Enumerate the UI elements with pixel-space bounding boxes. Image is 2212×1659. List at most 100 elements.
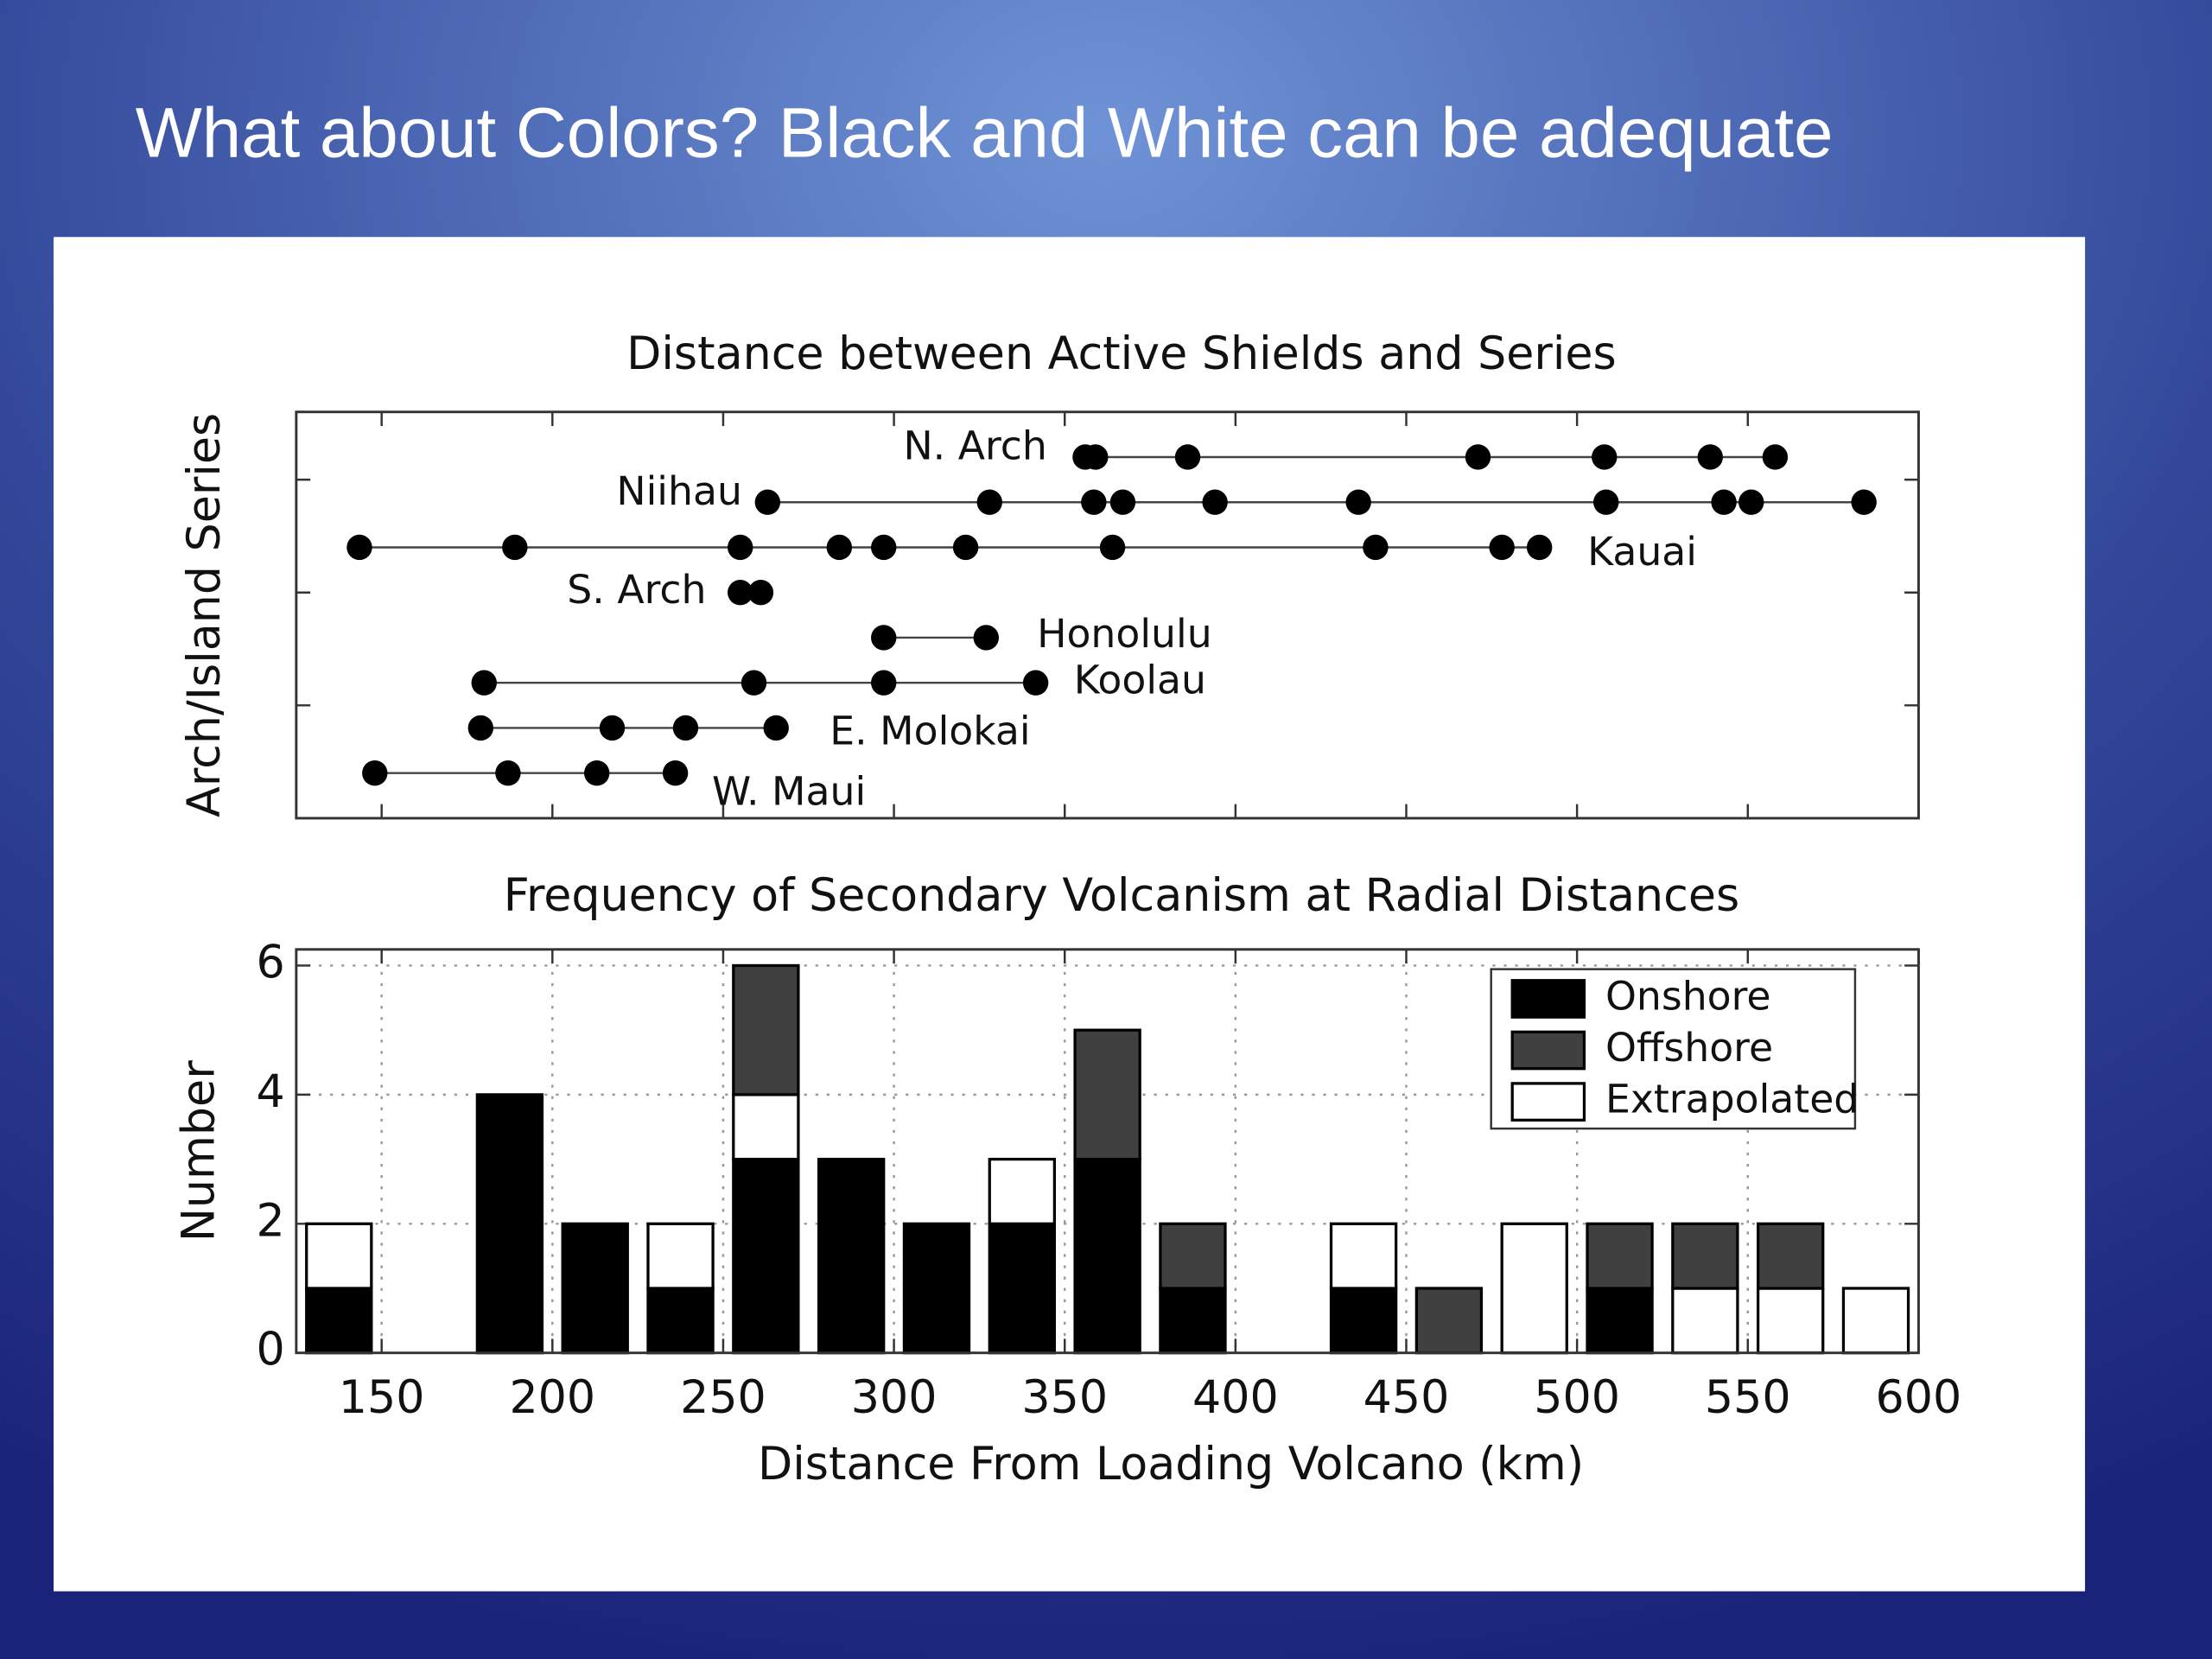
point xyxy=(973,625,1000,651)
bar-segment xyxy=(1329,1222,1398,1290)
point xyxy=(495,760,521,786)
bar-segment xyxy=(1329,1287,1398,1355)
point xyxy=(672,715,699,741)
slide-title: What about Colors? Black and White can b… xyxy=(136,94,1834,173)
series-label: Niihau xyxy=(616,468,742,514)
x-tick-label: 250 xyxy=(680,1372,766,1424)
point xyxy=(747,580,774,606)
point xyxy=(728,534,753,561)
series-label: N. Arch xyxy=(903,423,1046,469)
point xyxy=(1083,444,1109,470)
bar-segment xyxy=(561,1222,629,1355)
point xyxy=(584,760,610,786)
y-axis-label: Number xyxy=(173,1060,225,1242)
bar-segment xyxy=(1586,1222,1654,1290)
point xyxy=(728,580,753,606)
bar-segment xyxy=(1671,1222,1739,1290)
y-tick-label: 2 xyxy=(257,1195,285,1247)
x-tick-label: 600 xyxy=(1876,1372,1962,1424)
series-label: Kauai xyxy=(1587,529,1697,575)
legend-swatch xyxy=(1510,979,1586,1019)
point xyxy=(1592,444,1618,470)
point xyxy=(871,670,897,696)
point xyxy=(741,670,767,696)
bar-segment xyxy=(1159,1222,1227,1290)
bar-segment xyxy=(305,1287,373,1355)
point xyxy=(826,534,853,561)
series-label: S. Arch xyxy=(567,567,706,613)
point xyxy=(976,489,1002,515)
bar-segment xyxy=(1756,1222,1825,1290)
x-tick-label: 550 xyxy=(1705,1372,1791,1424)
x-tick-label: 450 xyxy=(1363,1372,1450,1424)
legend-swatch xyxy=(1510,1030,1586,1071)
series-label: E. Molokai xyxy=(830,708,1030,753)
plot-frame xyxy=(295,410,1920,820)
y-tick-label: 6 xyxy=(257,937,285,988)
series-label: Honolulu xyxy=(1037,611,1212,657)
point xyxy=(502,534,528,561)
point xyxy=(1109,489,1136,515)
bar-segment xyxy=(646,1287,715,1355)
x-tick-label: 150 xyxy=(339,1372,425,1424)
point xyxy=(1526,534,1553,561)
bar-segment xyxy=(1671,1287,1739,1355)
point xyxy=(1345,489,1371,515)
bar-segment xyxy=(732,1093,800,1161)
bar-segment xyxy=(1073,1028,1141,1161)
point xyxy=(763,715,789,741)
x-tick-label: 400 xyxy=(1192,1372,1279,1424)
bar-segment xyxy=(902,1222,971,1355)
point xyxy=(1762,444,1789,470)
point xyxy=(1174,444,1201,470)
bar-segment xyxy=(305,1222,373,1290)
bar-segment xyxy=(1756,1287,1825,1355)
point xyxy=(1022,670,1049,696)
point xyxy=(1738,489,1764,515)
point xyxy=(871,534,897,561)
point xyxy=(1202,489,1228,515)
bar-segment xyxy=(1159,1287,1227,1355)
point xyxy=(1851,489,1877,515)
bar-segment xyxy=(1586,1287,1654,1355)
figure-panel xyxy=(54,237,2086,1592)
point xyxy=(1489,534,1515,561)
point xyxy=(662,760,689,786)
bar-segment xyxy=(732,1157,800,1355)
point xyxy=(471,670,497,696)
x-tick-label: 500 xyxy=(1534,1372,1620,1424)
bar-segment xyxy=(475,1093,544,1355)
point xyxy=(346,534,372,561)
y-axis-label: Arch/Island Series xyxy=(179,413,231,817)
bar-segment xyxy=(646,1222,715,1290)
legend-label: Offshore xyxy=(1605,1025,1773,1071)
series-label: Koolau xyxy=(1074,658,1206,703)
bar-segment xyxy=(1414,1287,1484,1355)
point xyxy=(1465,444,1491,470)
point xyxy=(754,489,781,515)
y-tick-label: 0 xyxy=(257,1325,285,1376)
chart-title: Frequency of Secondary Volcanism at Radi… xyxy=(504,870,1739,922)
point xyxy=(467,715,493,741)
bar-segment xyxy=(732,963,800,1096)
point xyxy=(1363,534,1389,561)
bar-segment xyxy=(817,1157,886,1355)
point xyxy=(1697,444,1723,470)
chart-title: Distance between Active Shields and Seri… xyxy=(626,328,1617,380)
legend-label: Extrapolated xyxy=(1605,1077,1859,1122)
legend-swatch xyxy=(1510,1082,1586,1122)
point xyxy=(952,534,979,561)
x-tick-label: 350 xyxy=(1021,1372,1108,1424)
series-label: W. Maui xyxy=(712,769,866,815)
point xyxy=(599,715,626,741)
x-tick-label: 300 xyxy=(851,1372,938,1424)
bar-segment xyxy=(1073,1157,1141,1355)
point xyxy=(1081,489,1107,515)
point xyxy=(362,760,388,786)
x-axis-label: Distance From Loading Volcano (km) xyxy=(758,1439,1584,1491)
plot-frame xyxy=(295,948,1920,1355)
bar-segment xyxy=(988,1222,1056,1355)
bar-segment xyxy=(988,1157,1056,1225)
point xyxy=(871,625,897,651)
